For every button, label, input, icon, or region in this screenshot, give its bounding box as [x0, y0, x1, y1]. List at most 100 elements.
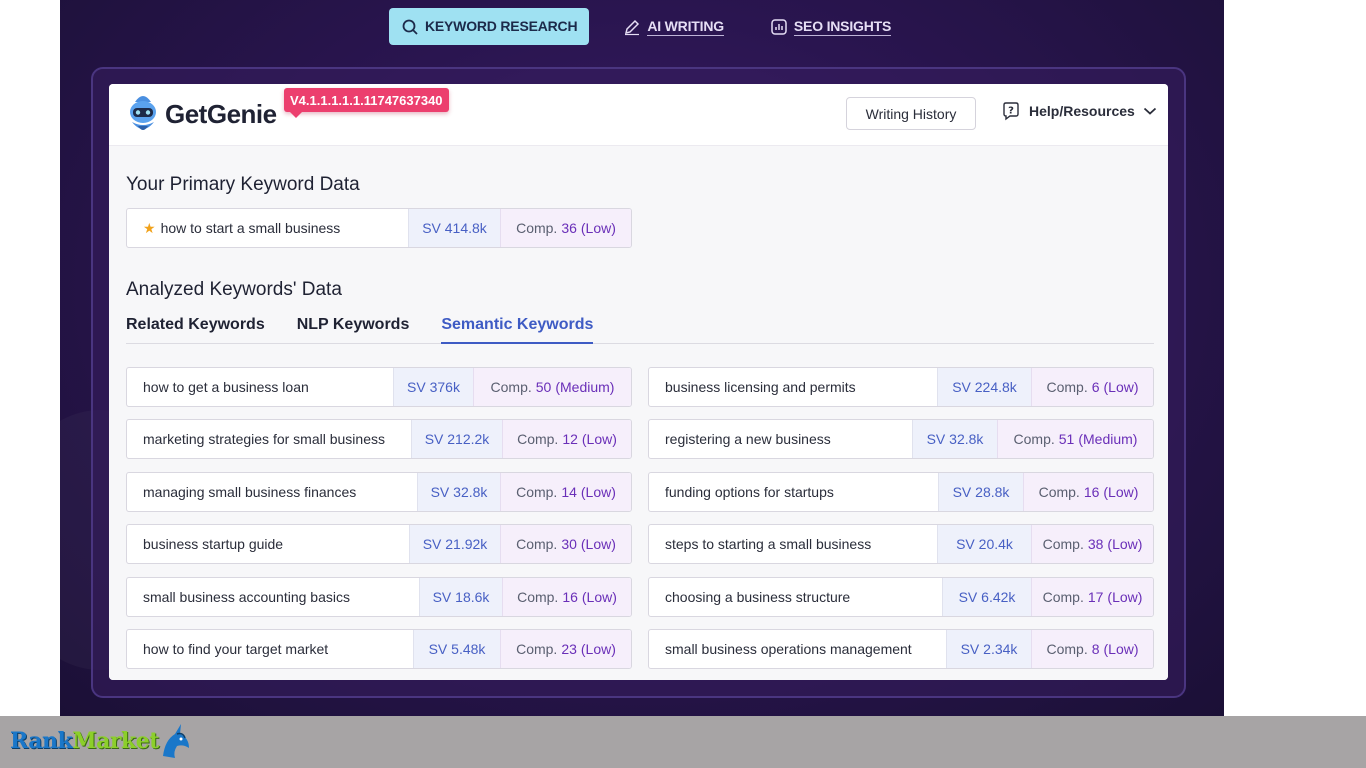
tab-related-keywords[interactable]: Related Keywords: [126, 316, 265, 333]
comp-label: Comp.: [1042, 589, 1084, 605]
primary-keyword-title: Your Primary Keyword Data: [126, 174, 360, 195]
keyword-row[interactable]: small business operations management SV 2…: [648, 629, 1154, 669]
search-volume: SV 376k: [393, 368, 473, 406]
keyword-cell: registering a new business: [649, 420, 912, 458]
sv-label: SV: [407, 379, 426, 395]
keyword-row[interactable]: managing small business finances SV 32.8k…: [126, 472, 632, 512]
keyword-row[interactable]: how to find your target market SV 5.48k Co…: [126, 629, 632, 669]
keyword-text: steps to starting a small business: [665, 536, 872, 552]
keyword-text: choosing a business structure: [665, 589, 851, 605]
sv-label: SV: [424, 431, 444, 447]
panel-body: Your Primary Keyword Data ★ how to start…: [109, 146, 1168, 680]
comp-value: 51: [1058, 431, 1075, 447]
comp-level: (Low): [581, 589, 617, 605]
genie-logo-icon: [130, 96, 156, 130]
competition: Comp. 12 (Low): [502, 420, 631, 458]
logo-text-rank: Rank: [10, 728, 73, 754]
competition: Comp. 8 (Low): [1031, 630, 1153, 668]
search-volume: SV 21.92k: [409, 525, 500, 563]
sv-value: 20.4k: [978, 536, 1013, 552]
comp-value: 50: [535, 379, 552, 395]
comp-level: (Low): [1103, 641, 1139, 657]
comp-label: Comp.: [1013, 431, 1055, 447]
competition: Comp. 38 (Low): [1031, 525, 1153, 563]
search-volume: SV 224.8k: [937, 368, 1031, 406]
analyzed-keywords-title: Analyzed Keywords' Data: [126, 279, 342, 300]
search-volume: SV 20.4k: [937, 525, 1031, 563]
comp-level: (Medium): [555, 379, 615, 395]
search-volume: SV 32.8k: [417, 473, 500, 511]
unicorn-icon: [162, 724, 189, 758]
competition: Comp. 30 (Low): [500, 525, 631, 563]
comp-label: Comp.: [517, 589, 559, 605]
keyword-cell: how to get a business loan: [127, 368, 393, 406]
svg-text:?: ?: [1008, 106, 1014, 117]
sv-value: 224.8k: [974, 379, 1017, 395]
tab-keyword-research[interactable]: KEYWORD RESEARCH: [389, 8, 590, 45]
keyword-cell: steps to starting a small business: [649, 525, 937, 563]
writing-history-button[interactable]: Writing History: [846, 97, 976, 130]
comp-value: 12: [562, 431, 578, 447]
help-icon: ?: [1003, 102, 1019, 121]
sv-label: SV: [952, 379, 971, 395]
sv-label: SV: [432, 589, 452, 605]
keyword-row[interactable]: business licensing and permits SV 224.8k C…: [648, 367, 1154, 407]
keyword-row[interactable]: marketing strategies for small business S…: [126, 419, 632, 459]
competition: Comp. 17 (Low): [1031, 578, 1153, 616]
comp-value: 16: [1083, 484, 1100, 500]
comp-value: 6: [1091, 379, 1100, 395]
comp-value: 30: [561, 536, 577, 552]
search-volume: SV 2.34k: [946, 630, 1031, 668]
keyword-text: small business operations management: [665, 641, 912, 657]
sv-value: 2.34k: [983, 641, 1018, 657]
help-label: Help/Resources: [1029, 103, 1135, 119]
comp-value: 23: [561, 641, 577, 657]
keyword-row[interactable]: registering a new business SV 32.8k Comp. 5…: [648, 419, 1154, 459]
version-badge: V4.1.1.1.1.1.11747637340: [284, 88, 449, 118]
keyword-tabs: Related Keywords NLP Keywords Semantic K…: [126, 316, 1154, 344]
comp-value: 38: [1087, 536, 1104, 552]
help-resources-dropdown[interactable]: ? Help/Resources: [1001, 101, 1157, 121]
keyword-cell: how to find your target market: [127, 630, 413, 668]
search-volume: SV 414.8k: [408, 209, 500, 247]
primary-keyword-row[interactable]: ★ how to start a small business SV 414.8…: [126, 208, 632, 248]
comp-label: Comp.: [516, 536, 558, 552]
panel-header: GetGenie V4.1.1.1.1.1.11747637340 Writin…: [109, 84, 1168, 146]
keyword-text: funding options for startups: [665, 484, 834, 500]
competition: Comp. 14 (Low): [500, 473, 631, 511]
tab-ai-writing[interactable]: AI WRITING: [611, 8, 736, 45]
comp-label: Comp.: [1046, 641, 1088, 657]
keyword-row[interactable]: business startup guide SV 21.92k Comp. 30 (L…: [126, 524, 632, 564]
competition: Comp. 23 (Low): [500, 630, 631, 668]
keyword-row[interactable]: small business accounting basics SV 18.6k…: [126, 577, 632, 617]
keyword-cell: business licensing and permits: [649, 368, 937, 406]
keyword-row[interactable]: how to get a business loan SV 376k Comp. 50…: [126, 367, 632, 407]
sv-label: SV: [960, 641, 980, 657]
comp-value: 14: [561, 484, 577, 500]
keyword-cell: small business accounting basics: [127, 578, 419, 616]
comp-level: (Low): [1103, 484, 1139, 500]
brand: GetGenie: [125, 92, 277, 136]
keyword-row[interactable]: funding options for startups SV 28.8k Comp…: [648, 472, 1154, 512]
tab-nlp-keywords[interactable]: NLP Keywords: [296, 316, 410, 333]
pen-icon: [625, 19, 640, 35]
sv-label: SV: [956, 536, 975, 552]
competition: Comp. 50 (Medium): [473, 368, 631, 406]
comp-level: (Low): [580, 220, 616, 236]
tab-label: KEYWORD RESEARCH: [425, 17, 578, 34]
comp-level: (Low): [1107, 536, 1143, 552]
sv-value: 32.8k: [453, 484, 488, 500]
comp-level: (Low): [580, 536, 616, 552]
comp-label: Comp.: [1038, 484, 1080, 500]
tab-seo-insights[interactable]: SEO INSIGHTS: [758, 8, 903, 45]
keyword-row[interactable]: choosing a business structure SV 6.42k Com…: [648, 577, 1154, 617]
keyword-cell: ★ how to start a small business: [127, 209, 408, 247]
keyword-row[interactable]: steps to starting a small business SV 20.…: [648, 524, 1154, 564]
tab-semantic-keywords[interactable]: Semantic Keywords: [441, 316, 594, 344]
comp-level: (Low): [580, 641, 616, 657]
keyword-text: how to start a small business: [160, 220, 341, 236]
sv-label: SV: [422, 536, 442, 552]
keyword-cell: marketing strategies for small business: [127, 420, 411, 458]
comp-label: Comp.: [516, 484, 558, 500]
